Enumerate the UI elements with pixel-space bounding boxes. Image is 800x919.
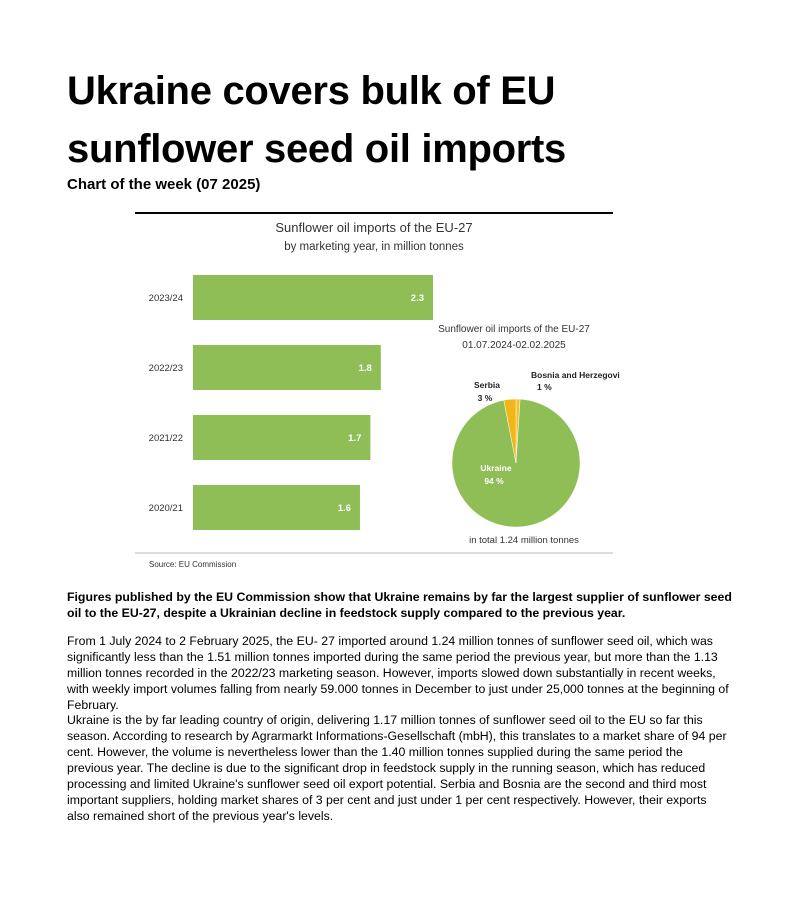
bar-value: 1.7 xyxy=(348,433,361,444)
category-label: 2023/24 xyxy=(149,293,183,304)
pie-subtitle: 01.07.2024-02.02.2025 xyxy=(462,340,566,351)
pie-title: Sunflower oil imports of the EU-27 xyxy=(438,324,590,335)
pie-slice xyxy=(451,398,581,528)
pie-value-label: 1 % xyxy=(537,382,552,392)
lead-paragraph: Figures published by the EU Commission s… xyxy=(67,590,732,620)
category-label: 2021/22 xyxy=(149,433,183,444)
paragraph: Ukraine is the by far leading country of… xyxy=(67,713,727,823)
bar xyxy=(193,345,381,390)
bar xyxy=(193,485,360,530)
bar-title: Sunflower oil imports of the EU-27 xyxy=(275,220,472,235)
headline: Ukraine covers bulk of EU sunflower seed… xyxy=(67,69,566,171)
category-label: 2020/21 xyxy=(149,503,183,514)
pie-label: Serbia xyxy=(474,380,500,390)
chart-figure: Sunflower oil imports of the EU-27 by ma… xyxy=(135,212,620,569)
pie-label: Ukraine xyxy=(480,463,511,473)
bar-value: 1.6 xyxy=(338,503,351,514)
subtitle: Chart of the week (07 2025) xyxy=(67,176,261,193)
pie-value-label: 3 % xyxy=(478,393,493,403)
bar xyxy=(193,415,371,460)
pie-value-label: 94 % xyxy=(484,476,504,486)
paragraph: From 1 July 2024 to 2 February 2025, the… xyxy=(67,634,729,712)
bar-subtitle: by marketing year, in million tonnes xyxy=(284,241,464,253)
category-label: 2022/23 xyxy=(149,363,183,374)
pie-slice xyxy=(503,398,517,464)
bar xyxy=(193,275,433,320)
source: Source: EU Commission xyxy=(149,560,236,569)
pie-label: Bosnia and Herzegovina xyxy=(531,370,620,380)
bar-value: 2.3 xyxy=(411,293,424,304)
pie-total: in total 1.24 million tonnes xyxy=(469,535,579,546)
bar-value: 1.8 xyxy=(359,363,372,374)
